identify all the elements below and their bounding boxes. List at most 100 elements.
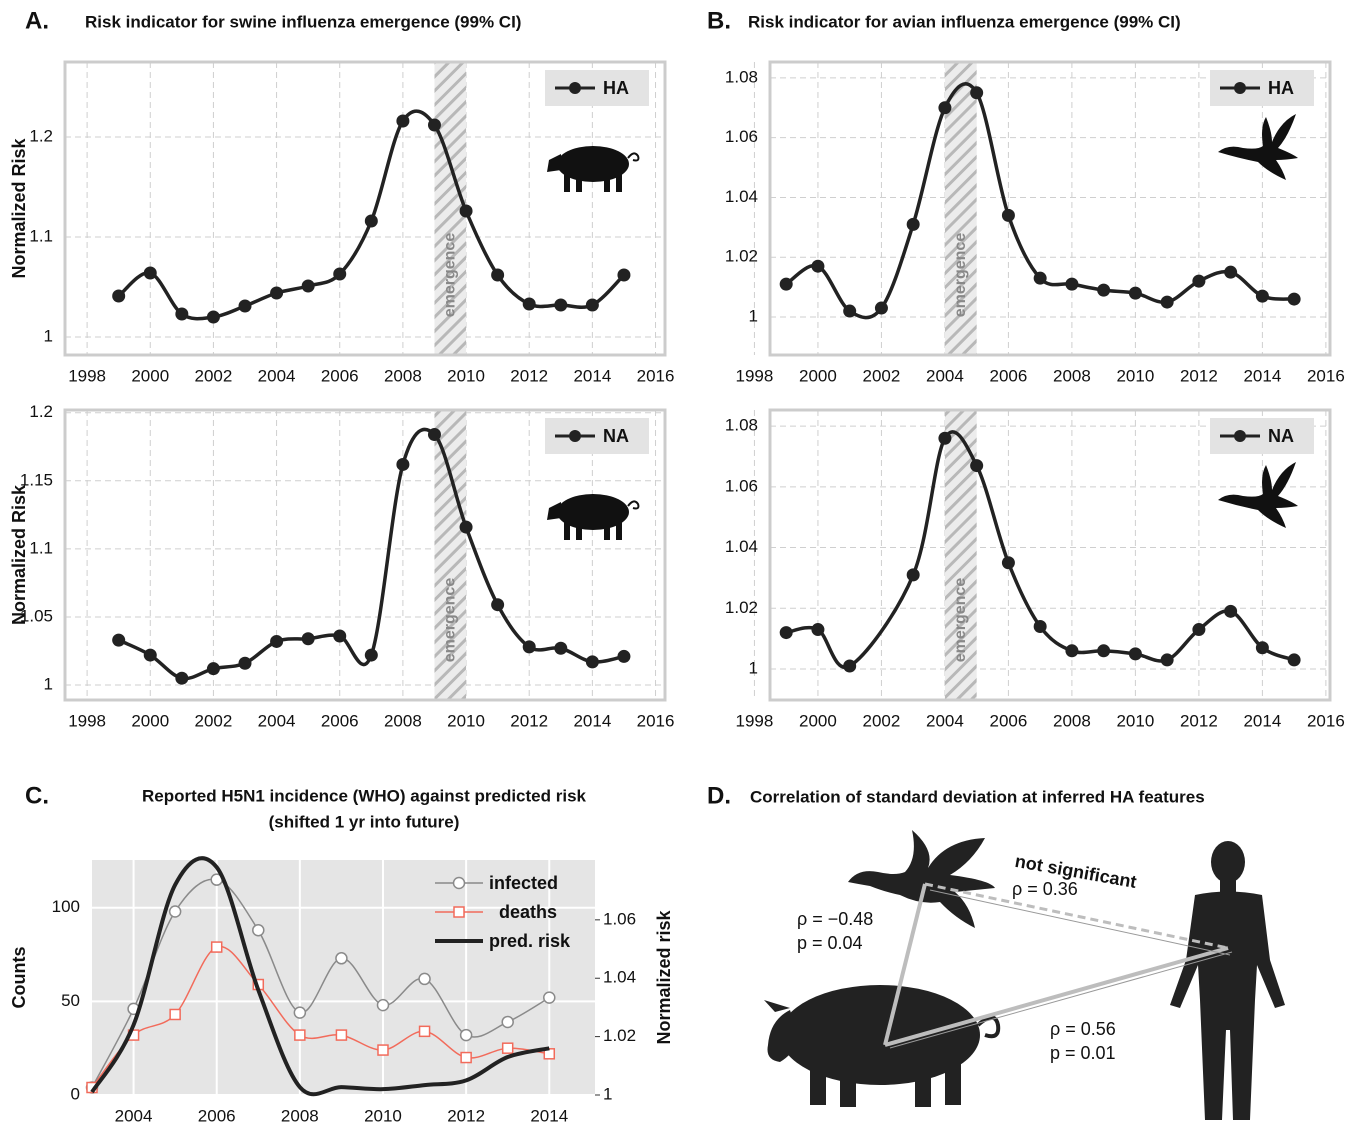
legend-label: infected: [489, 873, 558, 893]
y-tick-label: 1.08: [725, 67, 758, 86]
marker: [907, 218, 920, 231]
marker: [294, 1007, 305, 1018]
marker: [239, 657, 252, 670]
marker: [1288, 653, 1301, 666]
x-tick-label: 2006: [321, 711, 359, 730]
marker: [1256, 641, 1269, 654]
marker: [970, 86, 983, 99]
legend-marker: [454, 878, 465, 889]
x-tick-label: 2014: [1243, 711, 1281, 730]
marker: [212, 942, 222, 952]
icon: [616, 174, 622, 192]
y-tick-label: 1.1: [29, 538, 53, 557]
x-tick-label: 2012: [1180, 711, 1218, 730]
marker: [1065, 278, 1078, 291]
marker: [170, 1009, 180, 1019]
human-silhouette: [1170, 841, 1285, 1120]
y2-axis-label: Normalized risk: [654, 909, 674, 1044]
y-tick-label: 1: [749, 307, 758, 326]
icon: [564, 174, 570, 192]
marker: [491, 598, 504, 611]
x-tick-label: 2004: [115, 1106, 153, 1125]
y-tick-label: 1.1: [29, 226, 53, 245]
marker: [207, 311, 220, 324]
x-tick-label: 2008: [1053, 711, 1091, 730]
x-tick-label: 2016: [1307, 711, 1345, 730]
x-tick-label: 2016: [1307, 366, 1345, 385]
marker: [938, 101, 951, 114]
x-tick-label: 2006: [989, 711, 1027, 730]
x-tick-label: 2014: [1243, 366, 1281, 385]
y-tick-label: 1.2: [29, 126, 53, 145]
panel-d: D. Correlation of standard deviation at …: [707, 782, 1285, 1120]
marker: [554, 299, 567, 312]
x-tick-label: 2002: [863, 711, 901, 730]
legend-marker: [569, 82, 581, 94]
marker: [938, 432, 951, 445]
emergence-label: emergence: [441, 233, 458, 318]
y2-tick-label: 1: [603, 1084, 612, 1103]
marker: [811, 623, 824, 636]
x-tick-label: 2004: [258, 711, 296, 730]
legend-marker: [569, 430, 581, 442]
marker: [502, 1016, 513, 1027]
marker: [1097, 284, 1110, 297]
marker: [253, 925, 264, 936]
x-tick-label: 2004: [926, 711, 964, 730]
y-tick-label: 1.04: [725, 537, 758, 556]
x-tick-label: 2014: [530, 1106, 568, 1125]
panel-title: Correlation of standard deviation at inf…: [750, 787, 1205, 806]
y-tick-label: 1.04: [725, 187, 758, 206]
marker: [396, 458, 409, 471]
marker: [302, 280, 315, 293]
x-tick-label: 2012: [510, 366, 548, 385]
icon: [604, 522, 610, 540]
marker: [544, 992, 555, 1003]
marker: [377, 1000, 388, 1011]
legend-marker: [454, 907, 464, 917]
panel-label: B.: [707, 7, 731, 34]
marker: [239, 300, 252, 313]
marker: [295, 1030, 305, 1040]
x-tick-label: 2008: [1053, 366, 1091, 385]
x-tick-label: 2008: [384, 711, 422, 730]
marker: [617, 269, 630, 282]
marker: [907, 568, 920, 581]
x-tick-label: 2012: [510, 711, 548, 730]
chart-subtitle: (shifted 1 yr into future): [269, 812, 460, 831]
marker: [461, 1053, 471, 1063]
y-tick-label: 1: [749, 659, 758, 678]
plot-area: [92, 860, 595, 1095]
marker: [586, 655, 599, 668]
marker: [1288, 293, 1301, 306]
marker: [1161, 653, 1174, 666]
chart-title: Risk indicator for avian influenza emerg…: [748, 12, 1181, 31]
x-tick-label: 2006: [321, 366, 359, 385]
x-tick-label: 2000: [131, 711, 169, 730]
marker: [617, 650, 630, 663]
emergence-label: emergence: [441, 578, 458, 663]
x-tick-label: 2014: [573, 366, 611, 385]
marker: [175, 672, 188, 685]
marker: [1161, 296, 1174, 309]
legend-label: pred. risk: [489, 931, 571, 951]
marker: [1034, 620, 1047, 633]
marker: [112, 290, 125, 303]
x-tick-label: 2006: [989, 366, 1027, 385]
marker: [503, 1043, 513, 1053]
x-tick-label: 2016: [637, 711, 675, 730]
marker: [420, 1026, 430, 1036]
marker: [270, 635, 283, 648]
icon: [576, 522, 582, 540]
annotation: ρ = 0.56: [1050, 1019, 1116, 1039]
marker: [1065, 644, 1078, 657]
marker: [419, 973, 430, 984]
y-tick-label: 1.02: [725, 598, 758, 617]
pig-silhouette: [764, 985, 998, 1107]
legend-label: NA: [1268, 426, 1294, 446]
x-tick-label: 2004: [258, 366, 296, 385]
marker: [1002, 556, 1015, 569]
x-tick-label: 2000: [799, 711, 837, 730]
marker: [1224, 266, 1237, 279]
